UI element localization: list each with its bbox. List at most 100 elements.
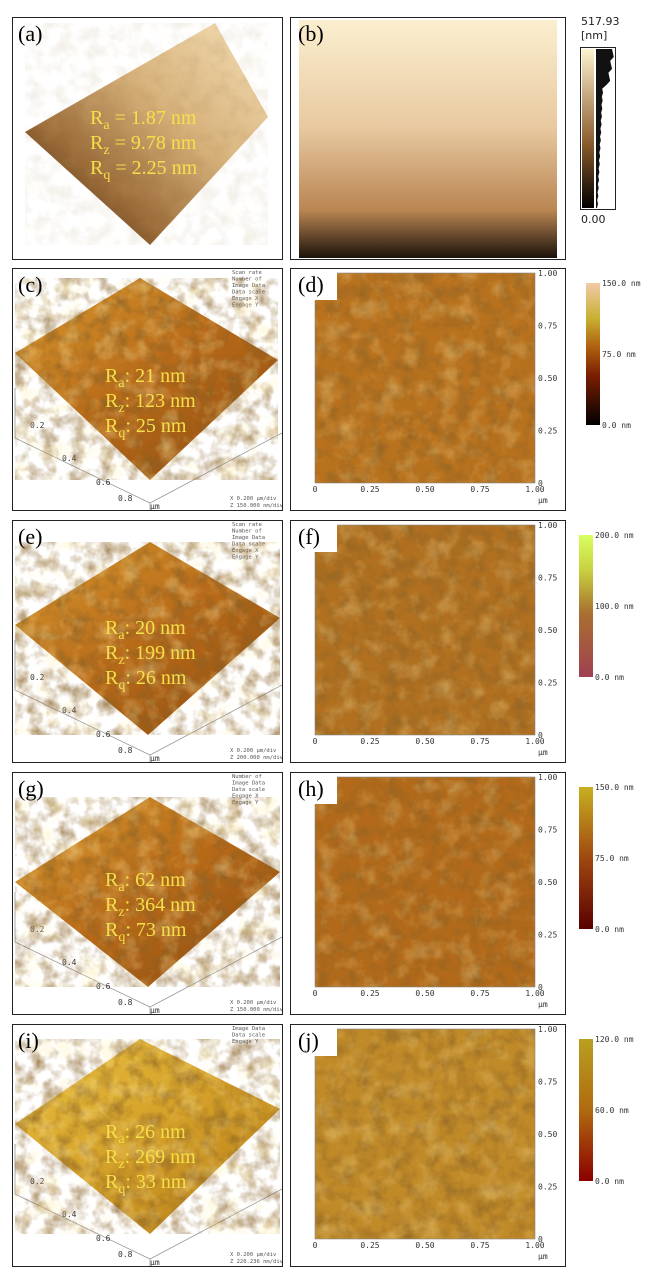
scale-info: Z 150.000 nm/div — [230, 1007, 284, 1013]
roughness-value: : 26 nm — [125, 667, 187, 689]
colorbar-label: 100.0 nm — [595, 602, 634, 611]
x-tick-label: 0.25 — [360, 737, 379, 746]
roughness-symbol: R — [90, 157, 104, 179]
panel-label: (h) — [298, 776, 324, 801]
scale-info: Z 150.000 nm/div — [230, 503, 284, 509]
colorbar-label: 150.0 nm — [602, 279, 641, 288]
roughness-value: = 2.25 nm — [115, 157, 197, 179]
colorbar — [582, 49, 594, 208]
roughness-value: : 199 nm — [125, 642, 197, 664]
roughness-subscript: z — [103, 143, 109, 158]
colorbar-label: 0.0 nm — [595, 925, 624, 934]
surface-tick-label: µm — [150, 754, 160, 763]
colorbar-label: 75.0 nm — [602, 350, 636, 359]
surface-tick-label: 0.8 — [118, 1250, 133, 1259]
roughness-symbol: R — [90, 132, 104, 154]
roughness-subscript: q — [118, 1182, 125, 1197]
afm-texture — [315, 1029, 535, 1239]
x-tick-label: 0.75 — [470, 485, 489, 494]
roughness-symbol: R — [105, 919, 119, 941]
colorbar — [579, 787, 593, 929]
scan-info: Engage X — [232, 296, 259, 302]
roughness-value: : 269 nm — [125, 1146, 197, 1168]
roughness-value: = 1.87 nm — [115, 107, 197, 129]
x-tick-label: 0 — [313, 485, 318, 494]
roughness-symbol: R — [105, 415, 119, 437]
colorbar-label: 150.0 nm — [595, 783, 634, 792]
panel-label: (e) — [18, 524, 42, 549]
y-tick-label: 0.75 — [538, 322, 557, 331]
scale-info: X 0.200 µm/div — [230, 496, 277, 502]
scan-info: Data scale — [232, 542, 265, 548]
roughness-value: : 123 nm — [125, 390, 197, 412]
colorbar-label: 75.0 nm — [595, 854, 629, 863]
scan-info: Engage Y — [232, 303, 259, 309]
y-tick-label: 0 — [538, 983, 543, 992]
roughness-symbol: R — [105, 667, 119, 689]
x-tick-label: 0.25 — [360, 989, 379, 998]
surface-tick-label: 0.6 — [96, 478, 111, 487]
surface-tick-label: 0.2 — [30, 421, 45, 430]
roughness-symbol: R — [105, 1171, 119, 1193]
y-tick-label: 0.75 — [538, 1078, 557, 1087]
colorbar — [586, 283, 600, 425]
image-panel — [299, 20, 557, 258]
surface-tick-label: 0.6 — [96, 1234, 111, 1243]
x-tick-label: 0.50 — [415, 989, 434, 998]
surface-tick-label: 0.8 — [118, 998, 133, 1007]
panel-label: (d) — [298, 272, 324, 297]
y-tick-label: 0.75 — [538, 826, 557, 835]
surface-tick-label: 0.8 — [118, 746, 133, 755]
roughness-value: : 25 nm — [125, 415, 187, 437]
x-tick-label: 0 — [313, 989, 318, 998]
surface-tick-label: 0.2 — [30, 1177, 45, 1186]
roughness-symbol: R — [105, 894, 119, 916]
x-tick-label: 0 — [313, 1241, 318, 1250]
y-tick-label: 0.25 — [538, 679, 557, 688]
y-tick-label: 0.25 — [538, 1183, 557, 1192]
surface-tick-label: 0.4 — [62, 454, 77, 463]
surface-tick-label: 0.4 — [62, 1210, 77, 1219]
surface-tick-label: 0.8 — [118, 494, 133, 503]
axis-unit: µm — [538, 1000, 548, 1009]
afm-texture — [315, 273, 535, 483]
panel-label: (g) — [18, 776, 44, 801]
panel-label: (f) — [298, 524, 320, 549]
roughness-subscript: a — [103, 118, 110, 133]
roughness-value: : 62 nm — [125, 869, 187, 891]
colorbar-label: 0.0 nm — [602, 421, 631, 430]
y-tick-label: 0 — [538, 731, 543, 740]
scale-info: Z 200.000 nm/div — [230, 755, 284, 761]
afm-texture — [315, 525, 535, 735]
scan-info: Engage X — [232, 794, 259, 800]
surface-tick-label: 0.4 — [62, 706, 77, 715]
roughness-subscript: q — [118, 678, 125, 693]
scan-info: Number of — [232, 277, 262, 283]
x-tick-label: 0.50 — [415, 485, 434, 494]
y-tick-label: 1.00 — [538, 269, 557, 278]
scan-info: Number of — [232, 529, 262, 535]
roughness-symbol: R — [105, 390, 119, 412]
scale-info: X 0.200 µm/div — [230, 1000, 277, 1006]
surface-texture — [15, 797, 280, 987]
y-tick-label: 0.25 — [538, 427, 557, 436]
figure: (a)Ra= 1.87 nmRz= 9.78 nmRq= 2.25 nm(b)5… — [0, 0, 654, 1268]
surface-tick-label: µm — [150, 1258, 160, 1267]
roughness-symbol: R — [105, 869, 119, 891]
scan-info: Engage X — [232, 548, 259, 554]
surface-tick-label: 0.2 — [30, 673, 45, 682]
roughness-symbol: R — [105, 617, 119, 639]
colorbar-label: [nm] — [581, 29, 607, 42]
roughness-value: = 9.78 nm — [115, 132, 197, 154]
x-tick-label: 0 — [313, 737, 318, 746]
y-tick-label: 0.50 — [538, 626, 557, 635]
scan-info: Engage Y — [232, 1039, 259, 1045]
surface-tick-label: 0.4 — [62, 958, 77, 967]
scale-info: X 0.200 µm/div — [230, 748, 277, 754]
roughness-symbol: R — [105, 1121, 119, 1143]
x-tick-label: 0.50 — [415, 737, 434, 746]
scale-info: Z 220.236 nm/div — [230, 1259, 284, 1265]
x-tick-label: 0.25 — [360, 1241, 379, 1250]
